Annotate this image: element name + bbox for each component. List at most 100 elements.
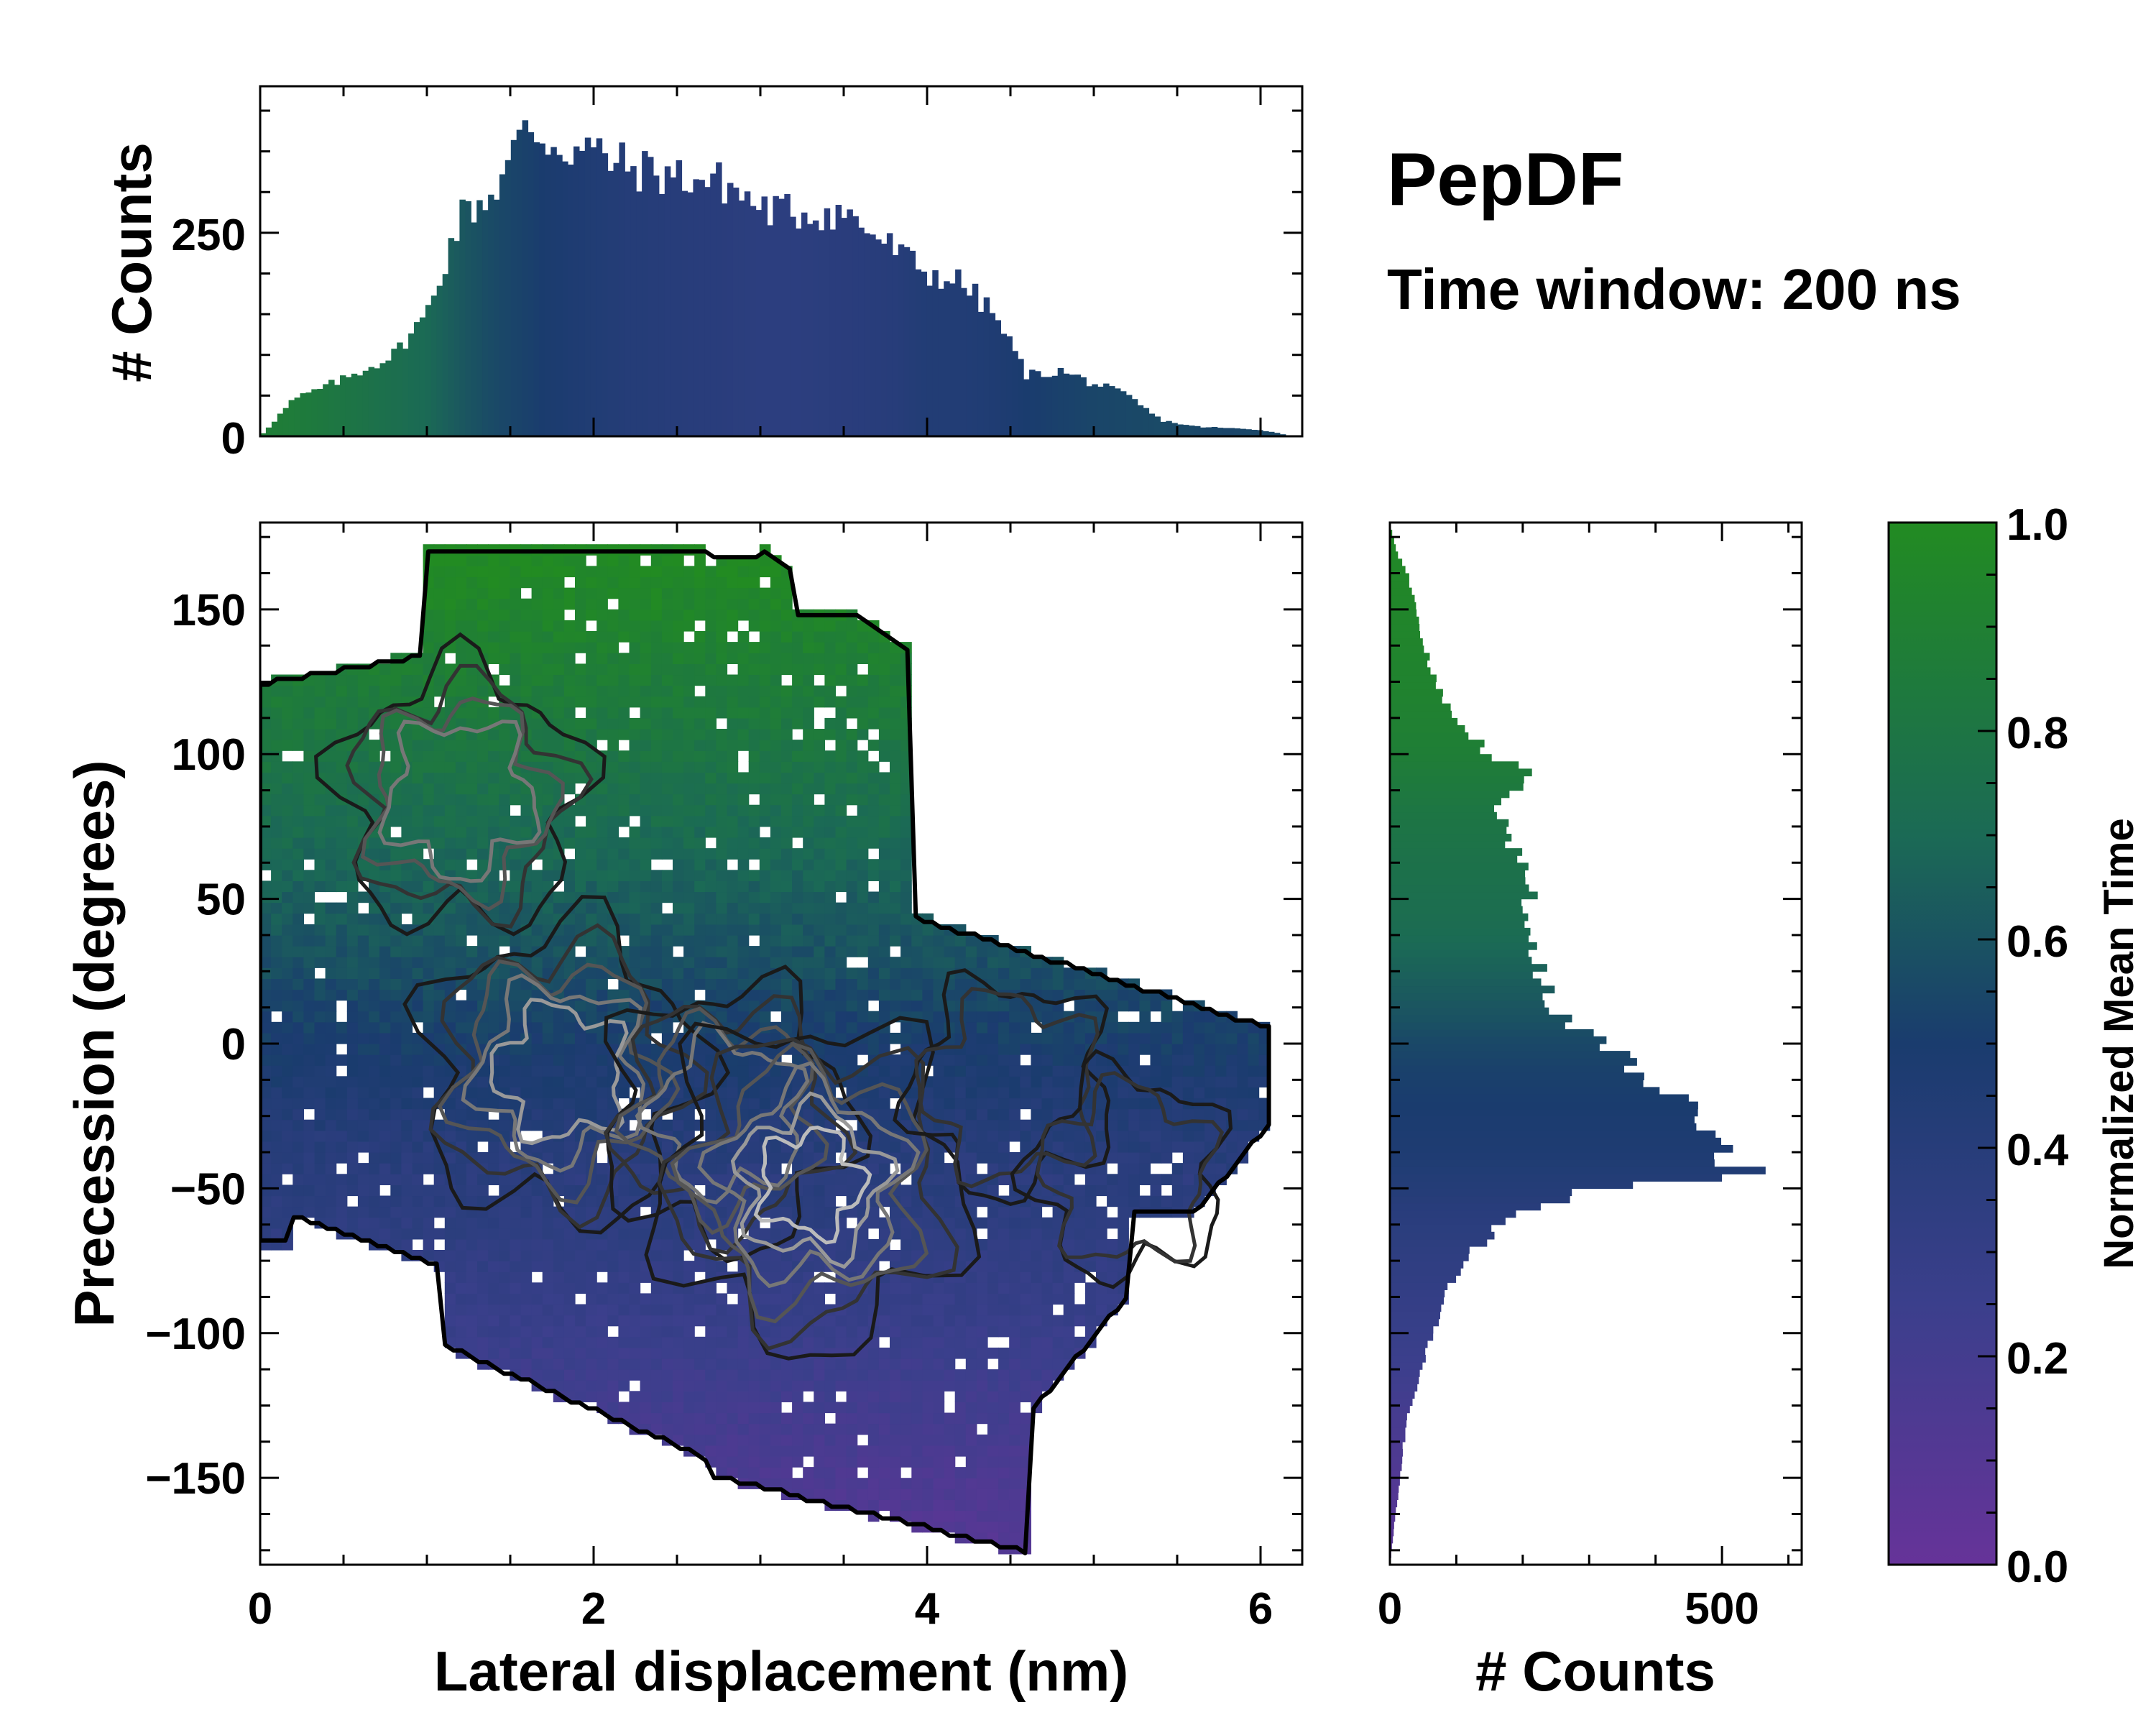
- heatmap-cell: [433, 555, 446, 566]
- heatmap-cell: [553, 1282, 565, 1294]
- heatmap-cell: [640, 598, 652, 610]
- heatmap-cell: [292, 880, 304, 893]
- heatmap-cell: [727, 978, 739, 990]
- heatmap-cell: [716, 1174, 728, 1185]
- heatmap-cell: [466, 750, 478, 762]
- heatmap-cell: [857, 1076, 869, 1087]
- heatmap-cell: [575, 848, 586, 860]
- heatmap-cell: [683, 1108, 695, 1121]
- heatmap-cell: [759, 783, 771, 795]
- heatmap-cell: [824, 1402, 837, 1414]
- heatmap-cell: [520, 1184, 533, 1197]
- heatmap-cell: [1052, 1130, 1064, 1142]
- heatmap-cell: [673, 696, 684, 708]
- heatmap-cell: [857, 1423, 869, 1435]
- heatmap-cell: [412, 1076, 424, 1087]
- heatmap-cell: [390, 685, 402, 697]
- heatmap-cell: [401, 880, 413, 893]
- heatmap-cell: [878, 1163, 890, 1174]
- heatmap-cell: [499, 794, 510, 806]
- heatmap-cell: [640, 729, 652, 740]
- heatmap-cell: [336, 1184, 348, 1197]
- heatmap-cell: [965, 1152, 977, 1164]
- heatmap-cell: [596, 815, 608, 827]
- heatmap-cell: [727, 707, 739, 719]
- heatmap-cell: [737, 1152, 750, 1164]
- heatmap-cell: [803, 880, 814, 893]
- heatmap-cell: [965, 946, 977, 957]
- heatmap-cell: [803, 794, 814, 806]
- heatmap-cell: [586, 978, 597, 990]
- heatmap-cell: [466, 1336, 478, 1348]
- heatmap-cell: [379, 1021, 391, 1034]
- heatmap-cell: [846, 1358, 858, 1370]
- heatmap-cell: [814, 642, 825, 653]
- heatmap-cell: [346, 1206, 359, 1218]
- heatmap-cell: [922, 1098, 934, 1110]
- heatmap-cell: [933, 1098, 945, 1110]
- heatmap-cell: [596, 1358, 608, 1370]
- heatmap-cell: [846, 620, 858, 632]
- heatmap-cell: [824, 1217, 837, 1229]
- heatmap-cell: [890, 772, 901, 784]
- heatmap-cell: [976, 1217, 988, 1229]
- heatmap-cell: [596, 717, 608, 730]
- heatmap-cell: [1020, 1358, 1031, 1370]
- heatmap-cell: [933, 989, 945, 1001]
- heatmap-cell: [965, 1434, 977, 1446]
- heatmap-cell: [575, 620, 586, 632]
- heatmap-cell: [499, 642, 510, 653]
- heatmap-cell: [640, 674, 652, 686]
- heatmap-cell: [716, 598, 728, 610]
- heatmap-cell: [596, 837, 608, 849]
- heatmap-cell: [911, 1021, 923, 1034]
- heatmap-cell: [423, 609, 435, 621]
- heatmap-cell: [650, 1261, 663, 1272]
- heatmap-cell: [282, 1119, 293, 1131]
- heatmap-cell: [673, 609, 684, 621]
- heatmap-cell: [1009, 1108, 1021, 1121]
- heatmap-cell: [748, 967, 760, 979]
- heatmap-cell: [444, 967, 456, 979]
- heatmap-cell: [987, 1456, 999, 1468]
- heatmap-cell: [499, 935, 510, 947]
- heatmap-cell: [336, 1141, 348, 1153]
- heatmap-cell: [1009, 1347, 1021, 1359]
- heatmap-cell: [575, 1163, 586, 1174]
- heatmap-cell: [727, 902, 739, 914]
- heatmap-cell: [759, 717, 771, 730]
- heatmap-cell: [531, 772, 543, 784]
- heatmap-cell: [998, 1402, 1010, 1414]
- heatmap-cell: [727, 1195, 739, 1208]
- heatmap-cell: [1009, 1271, 1021, 1283]
- heatmap-cell: [803, 1445, 814, 1457]
- heatmap-cell: [878, 1369, 890, 1381]
- heatmap-cell: [260, 913, 272, 925]
- heatmap-cell: [965, 1293, 977, 1305]
- heatmap-cell: [976, 967, 988, 979]
- heatmap-cell: [260, 946, 272, 957]
- heatmap-cell: [694, 815, 706, 827]
- heatmap-cell: [618, 772, 630, 784]
- heatmap-cell: [455, 729, 467, 740]
- heatmap-cell: [650, 598, 663, 610]
- heatmap-cell: [650, 674, 663, 686]
- heatmap-cell: [575, 880, 586, 893]
- heatmap-cell: [629, 1304, 641, 1316]
- heatmap-cell: [737, 1347, 750, 1359]
- heatmap-cell: [563, 1087, 576, 1099]
- heatmap-cell: [716, 707, 728, 719]
- heatmap-cell: [694, 1369, 706, 1381]
- heatmap-cell: [814, 1184, 825, 1197]
- heatmap-cell: [510, 1206, 522, 1218]
- heatmap-cell: [390, 946, 402, 957]
- heatmap-cell: [803, 967, 814, 979]
- heatmap-cell: [857, 1499, 869, 1512]
- heatmap-cell: [369, 848, 380, 860]
- heatmap-cell: [314, 924, 326, 936]
- heatmap-cell: [596, 880, 608, 893]
- heatmap-cell: [705, 783, 717, 795]
- heatmap-cell: [1031, 1076, 1043, 1087]
- heatmap-cell: [792, 1369, 803, 1381]
- heatmap-cell: [542, 1011, 554, 1023]
